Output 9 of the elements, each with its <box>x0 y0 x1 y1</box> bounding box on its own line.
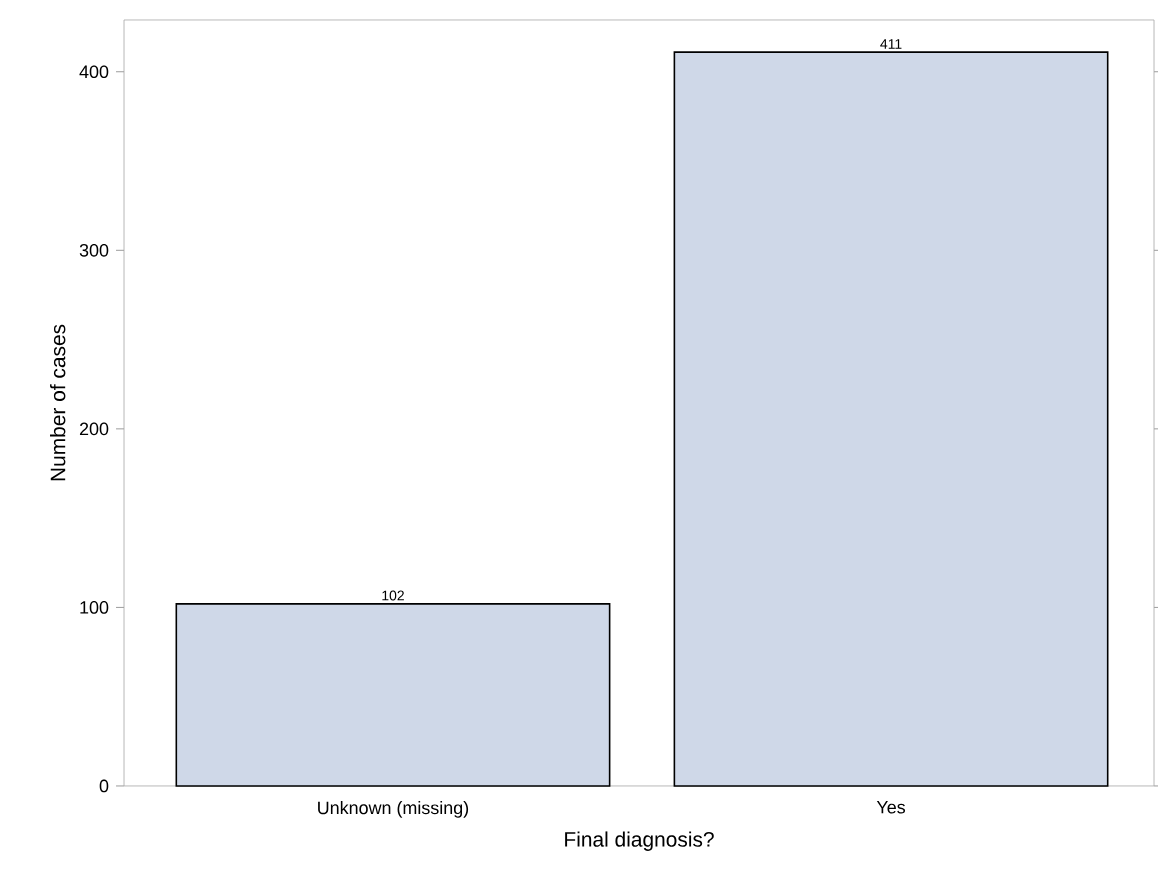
y-tick-label: 100 <box>80 601 109 614</box>
x-tick-label: Yes <box>876 801 906 814</box>
y-tick-label: 200 <box>79 422 109 436</box>
y-tick-label: 400 <box>79 65 109 79</box>
x-axis-title: Final diagnosis? <box>565 831 714 851</box>
y-tick-label: 300 <box>79 243 109 257</box>
x-tick-label: Unknown (missing) <box>318 801 469 818</box>
y-tick-label: 0 <box>99 779 109 793</box>
y-axis-title: Number of cases <box>50 324 66 481</box>
